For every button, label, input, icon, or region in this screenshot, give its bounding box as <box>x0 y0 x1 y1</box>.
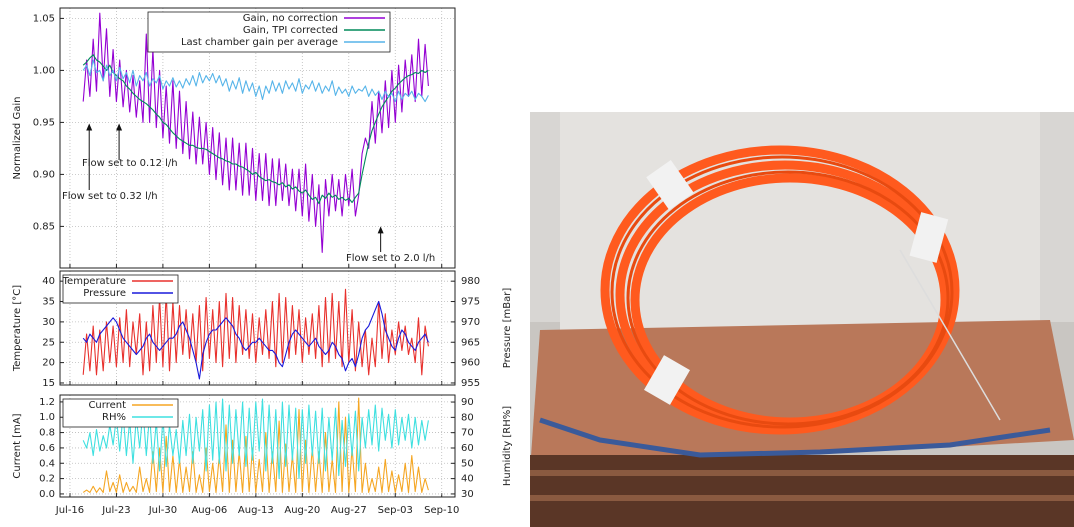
y-tick-label: 0.85 <box>33 221 55 232</box>
y2-tick-label: 40 <box>461 474 474 485</box>
x-tick-label: Aug-27 <box>331 505 367 516</box>
y-tick-label: 1.2 <box>39 397 55 408</box>
annotation-arrowhead <box>86 123 92 130</box>
x-tick-label: Sep-10 <box>424 505 459 516</box>
y-tick-label: 20 <box>42 358 55 369</box>
x-tick-label: Aug-13 <box>238 505 274 516</box>
y2-tick-label: 80 <box>461 412 474 423</box>
legend-label: RH% <box>102 412 126 423</box>
y2-axis-label: Pressure [mBar] <box>502 288 513 369</box>
y-tick-label: 1.0 <box>39 412 55 423</box>
y2-tick-label: 965 <box>461 337 480 348</box>
x-tick-label: Aug-06 <box>191 505 227 516</box>
y-tick-label: 1.00 <box>33 65 55 76</box>
legend-label: Current <box>88 400 126 411</box>
y2-tick-label: 90 <box>461 397 474 408</box>
y-tick-label: 30 <box>42 317 55 328</box>
y2-tick-label: 970 <box>461 317 480 328</box>
legend-label: Gain, TPI corrected <box>243 25 338 36</box>
y-tick-label: 15 <box>42 378 55 389</box>
y-axis-label: Temperature [°C] <box>12 285 23 372</box>
figure: 0.85 0.90 0.95 1.00 1.05 Normalized Gain Gain,… <box>0 0 1074 527</box>
y-tick-label: 40 <box>42 276 55 287</box>
annotation-arrowhead <box>116 123 122 130</box>
legend-label: Gain, no correction <box>243 13 338 24</box>
y-tick-label: 0.95 <box>33 117 55 128</box>
x-tick-label: Sep-03 <box>378 505 413 516</box>
y2-tick-label: 50 <box>461 458 474 469</box>
y2-tick-label: 960 <box>461 358 480 369</box>
y-tick-label: 0.2 <box>39 474 55 485</box>
y-tick-label: 0.8 <box>39 428 55 439</box>
y-tick-label: 25 <box>42 337 55 348</box>
legend-label: Last chamber gain per average <box>181 37 338 48</box>
y2-axis-label: Humidity [RH%] <box>502 406 513 486</box>
y-tick-label: 35 <box>42 297 55 308</box>
legend-label: Temperature <box>62 276 126 287</box>
y-tick-label: 0.4 <box>39 458 55 469</box>
y-axis-label: Current [mA] <box>12 413 23 478</box>
annotation: Flow set to 0.32 l/h <box>62 191 158 202</box>
y2-tick-label: 955 <box>461 378 480 389</box>
y2-tick-label: 980 <box>461 276 480 287</box>
y-tick-label: 0.0 <box>39 489 55 500</box>
y-tick-label: 0.90 <box>33 169 55 180</box>
y2-tick-label: 30 <box>461 489 474 500</box>
y-tick-label: 0.6 <box>39 443 55 454</box>
legend-label: Pressure <box>83 288 126 299</box>
x-tick-label: Jul-23 <box>101 505 130 516</box>
y2-tick-label: 70 <box>461 428 474 439</box>
annotation: Flow set to 2.0 l/h <box>346 253 435 264</box>
y2-tick-label: 975 <box>461 297 480 308</box>
annotation: Flow set to 0.12 l/h <box>82 158 178 169</box>
x-tick-label: Jul-30 <box>148 505 177 516</box>
x-tick-label: Jul-16 <box>55 505 84 516</box>
annotation-arrowhead <box>378 226 384 233</box>
y-tick-label: 1.05 <box>33 13 55 24</box>
y-axis-label: Normalized Gain <box>12 97 23 180</box>
photo <box>530 112 1074 527</box>
y2-tick-label: 60 <box>461 443 474 454</box>
x-tick-label: Aug-20 <box>284 505 320 516</box>
